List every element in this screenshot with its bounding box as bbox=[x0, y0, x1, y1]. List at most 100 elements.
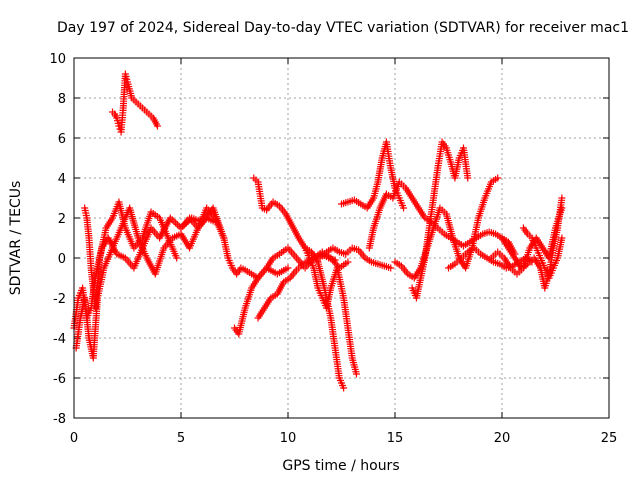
data-point-fill bbox=[271, 199, 281, 209]
data-point-fill bbox=[295, 262, 305, 272]
data-point-fill bbox=[308, 255, 318, 263]
y-tick-label: 4 bbox=[58, 172, 66, 187]
data-point-fill bbox=[545, 246, 557, 276]
data-point bbox=[400, 204, 408, 212]
data-point-fill bbox=[359, 201, 369, 211]
data-point-fill bbox=[499, 236, 511, 250]
data-point-fill bbox=[243, 267, 253, 277]
data-point-fill bbox=[370, 180, 381, 200]
y-tick-label: 8 bbox=[58, 92, 66, 107]
data-point-fill bbox=[399, 264, 410, 276]
series-arc-e bbox=[177, 204, 292, 282]
data-point-fill bbox=[393, 259, 403, 269]
data-point-fill bbox=[376, 261, 386, 269]
y-tick-label: -8 bbox=[53, 412, 66, 427]
data-point-fill bbox=[150, 116, 160, 128]
data-point bbox=[387, 264, 395, 272]
data-point-fill bbox=[344, 326, 356, 360]
data-point-fill bbox=[242, 286, 255, 310]
data-point-fill bbox=[489, 175, 500, 185]
data-point-fill bbox=[356, 248, 367, 260]
axis-ticks: -8 -6 -4 -2 0 2 4 6 8 10 0 5 10 15 20 25 bbox=[49, 52, 617, 446]
x-tick-label: 15 bbox=[387, 431, 404, 446]
data-point-fill bbox=[459, 250, 470, 260]
data-point-fill bbox=[225, 257, 235, 269]
data-point-fill bbox=[152, 246, 167, 276]
data-point-fill bbox=[519, 261, 530, 271]
data-point-fill bbox=[542, 267, 552, 279]
data-point-fill bbox=[115, 251, 127, 261]
data-point-fill bbox=[385, 191, 395, 201]
data-point-fill bbox=[114, 117, 122, 127]
data-point-fill bbox=[370, 206, 383, 230]
data-point-fill bbox=[485, 255, 495, 265]
data-point-fill bbox=[327, 316, 339, 350]
data-point-fill bbox=[315, 287, 325, 299]
series-arc-d bbox=[109, 70, 161, 136]
data-point-fill bbox=[72, 316, 84, 350]
x-axis-label: GPS time / hours bbox=[282, 458, 399, 474]
data-point-fill bbox=[301, 257, 311, 267]
data-point-fill bbox=[296, 236, 308, 250]
data-point-fill bbox=[494, 231, 504, 241]
data-point-fill bbox=[109, 226, 124, 250]
data-point-fill bbox=[416, 206, 428, 220]
data-point-fill bbox=[230, 266, 239, 276]
data-point-fill bbox=[403, 186, 415, 200]
data-point-fill bbox=[406, 271, 416, 281]
data-point-fill bbox=[550, 257, 561, 269]
data-point-fill bbox=[340, 199, 350, 207]
data-point-fill bbox=[282, 275, 292, 285]
data-point-fill bbox=[515, 266, 525, 276]
grid-lines bbox=[74, 58, 609, 418]
data-point-fill bbox=[265, 265, 279, 277]
y-tick-label: 10 bbox=[49, 52, 66, 67]
data-point bbox=[153, 122, 161, 130]
data-point-fill bbox=[85, 236, 95, 270]
data-point-fill bbox=[474, 231, 485, 241]
data-point-fill bbox=[157, 216, 171, 240]
data-point-fill bbox=[383, 140, 394, 170]
data-point-fill bbox=[119, 72, 129, 110]
data-point-fill bbox=[382, 263, 393, 271]
data-point-fill bbox=[346, 197, 356, 205]
data-point-fill bbox=[289, 224, 302, 240]
data-point-fill bbox=[479, 251, 489, 261]
data-point-fill bbox=[469, 216, 482, 250]
data-point-fill bbox=[472, 246, 482, 256]
data-point-fill bbox=[132, 236, 145, 250]
data-point-fill bbox=[421, 226, 433, 260]
data-point-fill bbox=[286, 246, 299, 260]
series-arc-r bbox=[519, 224, 566, 282]
data-point-fill bbox=[533, 247, 543, 259]
series-arc-j bbox=[316, 244, 395, 272]
data-point-fill bbox=[364, 196, 376, 210]
data-point-fill bbox=[271, 251, 281, 261]
data-point-fill bbox=[115, 200, 129, 230]
data-point-fill bbox=[269, 291, 279, 301]
data-point-fill bbox=[531, 256, 543, 270]
x-tick-label: 10 bbox=[280, 431, 297, 446]
data-point-fill bbox=[442, 231, 452, 241]
data-point-fill bbox=[374, 156, 386, 184]
data-point-fill bbox=[122, 73, 131, 83]
y-tick-label: 6 bbox=[58, 132, 66, 147]
data-point-fill bbox=[94, 266, 107, 300]
data-point bbox=[558, 194, 566, 202]
x-tick-label: 0 bbox=[70, 431, 78, 446]
data-point-fill bbox=[235, 306, 249, 336]
data-point-fill bbox=[487, 229, 497, 237]
data-point-fill bbox=[264, 200, 275, 212]
data-point bbox=[331, 256, 339, 264]
series-arc-h bbox=[254, 250, 339, 322]
data-point-fill bbox=[303, 245, 313, 255]
data-point-fill bbox=[397, 180, 408, 190]
y-tick-label: -4 bbox=[53, 332, 66, 347]
data-point-fill bbox=[438, 206, 448, 216]
data-points bbox=[70, 70, 566, 392]
data-point-fill bbox=[331, 245, 341, 255]
data-point-fill bbox=[254, 180, 266, 210]
x-tick-label: 20 bbox=[494, 431, 511, 446]
